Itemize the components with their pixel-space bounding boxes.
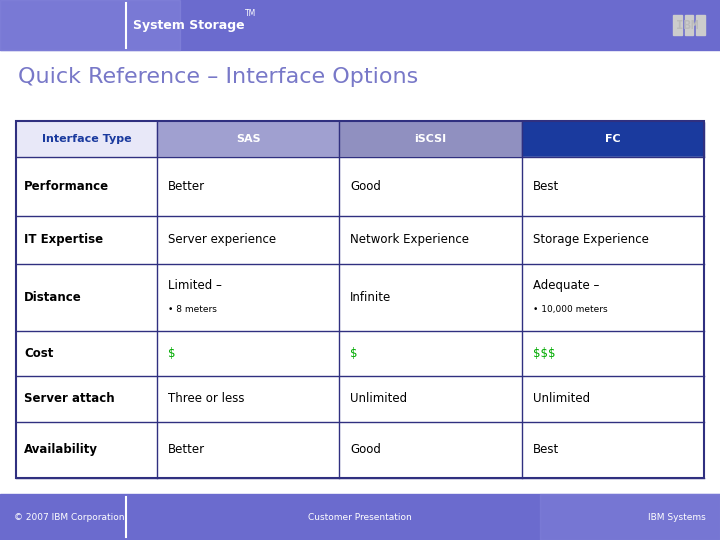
Bar: [157, 157, 339, 215]
Bar: [157, 122, 339, 157]
Bar: [16, 330, 157, 376]
Text: Limited –: Limited –: [168, 279, 222, 292]
Text: IT Expertise: IT Expertise: [24, 233, 104, 246]
Text: Customer Presentation: Customer Presentation: [308, 512, 412, 522]
Bar: [540, 494, 720, 540]
Bar: [339, 422, 522, 478]
Text: Network Experience: Network Experience: [351, 233, 469, 246]
Text: Interface Type: Interface Type: [42, 134, 131, 144]
Text: © 2007 IBM Corporation: © 2007 IBM Corporation: [14, 512, 125, 522]
Bar: [157, 215, 339, 264]
Text: Storage Experience: Storage Experience: [533, 233, 649, 246]
Bar: [696, 15, 705, 35]
Bar: [339, 376, 522, 422]
Text: iSCSI: iSCSI: [415, 134, 446, 144]
Bar: [685, 15, 693, 35]
Bar: [0, 494, 720, 540]
Bar: [522, 376, 704, 422]
Text: FC: FC: [605, 134, 621, 144]
Text: TM: TM: [245, 9, 256, 18]
Text: $: $: [351, 347, 358, 360]
Bar: [16, 376, 157, 422]
Bar: [339, 330, 522, 376]
Text: Three or less: Three or less: [168, 393, 244, 406]
Bar: [16, 122, 157, 157]
Text: Infinite: Infinite: [351, 291, 392, 303]
Bar: [16, 157, 157, 215]
Bar: [0, 0, 180, 50]
Bar: [522, 157, 704, 215]
Bar: [157, 422, 339, 478]
Text: $$$: $$$: [533, 347, 555, 360]
Text: Performance: Performance: [24, 180, 109, 193]
Bar: [157, 376, 339, 422]
Bar: [522, 422, 704, 478]
Text: Best: Best: [533, 180, 559, 193]
Bar: [522, 122, 704, 157]
Text: Server experience: Server experience: [168, 233, 276, 246]
Bar: [16, 264, 157, 330]
Bar: [339, 157, 522, 215]
Text: Quick Reference – Interface Options: Quick Reference – Interface Options: [18, 67, 418, 87]
Text: Good: Good: [351, 443, 381, 456]
Text: Better: Better: [168, 443, 205, 456]
Text: $: $: [168, 347, 176, 360]
Text: • 8 meters: • 8 meters: [168, 305, 217, 314]
Bar: [339, 215, 522, 264]
Text: Distance: Distance: [24, 291, 82, 303]
Text: Cost: Cost: [24, 347, 54, 360]
Bar: [673, 15, 682, 35]
Text: Server attach: Server attach: [24, 393, 115, 406]
Bar: [16, 422, 157, 478]
Text: Best: Best: [533, 443, 559, 456]
Text: Availability: Availability: [24, 443, 99, 456]
Bar: [522, 215, 704, 264]
Bar: [157, 330, 339, 376]
Text: Unlimited: Unlimited: [351, 393, 408, 406]
Bar: [339, 264, 522, 330]
Bar: [157, 264, 339, 330]
Text: Better: Better: [168, 180, 205, 193]
Bar: [522, 330, 704, 376]
Text: Unlimited: Unlimited: [533, 393, 590, 406]
Text: • 10,000 meters: • 10,000 meters: [533, 305, 608, 314]
Text: Good: Good: [351, 180, 381, 193]
Bar: [339, 122, 522, 157]
Text: Adequate –: Adequate –: [533, 279, 599, 292]
Bar: [522, 264, 704, 330]
Text: IBM Systems: IBM Systems: [648, 512, 706, 522]
Bar: [16, 215, 157, 264]
Text: IBM: IBM: [676, 18, 699, 32]
Text: SAS: SAS: [236, 134, 261, 144]
Bar: [16, 122, 704, 478]
Bar: [0, 0, 720, 50]
Text: System Storage: System Storage: [133, 18, 245, 32]
